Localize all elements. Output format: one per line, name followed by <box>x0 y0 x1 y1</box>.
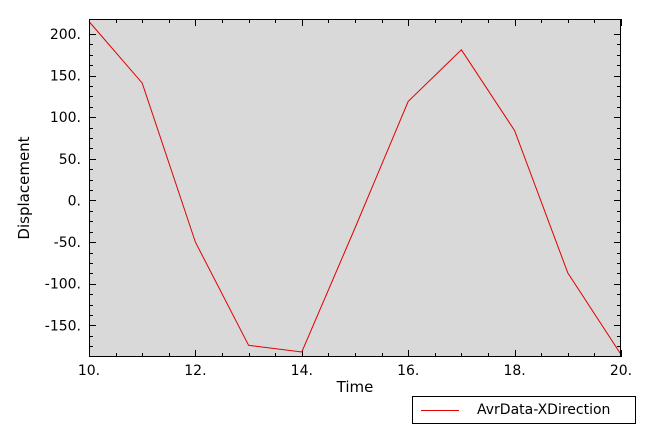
series-line <box>88 21 622 355</box>
y-tick-label: -50. <box>54 235 81 251</box>
data-point <box>514 130 515 131</box>
x-tick-label: 14. <box>291 363 313 379</box>
x-tick-label: 12. <box>184 363 206 379</box>
y-tick-label: 50. <box>59 152 81 168</box>
y-tick-label: 100. <box>50 110 81 126</box>
x-tick-label: 20. <box>610 363 632 379</box>
axis-tick-labels: 10. 12. 14. 16. 18. 20. 200. 150. 100. 50. 0. -50. -… <box>45 27 632 379</box>
data-point <box>354 227 355 228</box>
data-point <box>408 101 409 102</box>
x-axis-title: Time <box>336 378 374 396</box>
data-point <box>142 83 143 84</box>
y-tick-label: 150. <box>50 69 81 85</box>
data-point <box>567 272 568 273</box>
y-tick-label: 0. <box>68 193 81 209</box>
plot-area <box>89 19 621 357</box>
y-tick-label: -150. <box>45 318 81 334</box>
data-point <box>248 345 249 346</box>
legend: AvrData-XDirection <box>412 396 636 424</box>
x-tick-label: 10. <box>78 363 100 379</box>
plot-frame <box>89 19 621 357</box>
y-axis-title: Displacement <box>15 136 33 239</box>
x-tick-label: 16. <box>397 363 419 379</box>
y-tick-label: 200. <box>50 27 81 43</box>
legend-swatch <box>421 410 459 411</box>
y-tick-label: -100. <box>45 277 81 293</box>
data-point <box>461 49 462 50</box>
x-tick-label: 18. <box>503 363 525 379</box>
legend-label: AvrData-XDirection <box>477 402 611 418</box>
data-point <box>301 351 302 352</box>
data-point <box>195 242 196 243</box>
series-layer <box>88 21 622 355</box>
